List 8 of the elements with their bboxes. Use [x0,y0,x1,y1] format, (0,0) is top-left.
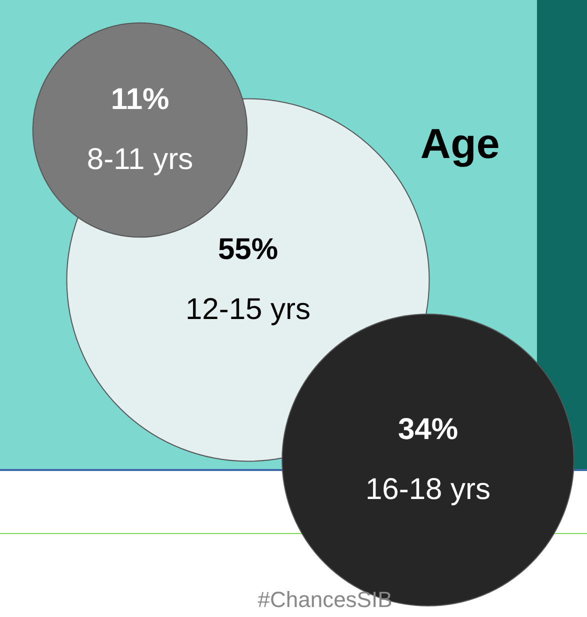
text: Age [420,120,500,167]
data-label: 34% [398,413,458,446]
data-label: 11% [110,83,170,116]
category-label: 8-11 yrs [86,143,194,176]
category-label: 16-18 yrs [365,473,491,506]
category-label: 12-15 yrs [185,293,311,326]
text: #ChancesSIB [258,587,392,612]
data-label: 55% [218,233,278,266]
